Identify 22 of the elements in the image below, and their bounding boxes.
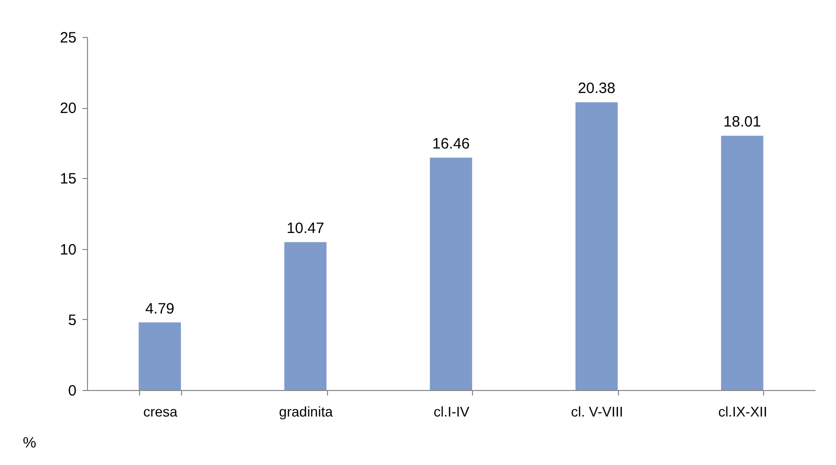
data-label: 20.38 (578, 80, 616, 98)
y-tick-label: 0 (68, 382, 76, 400)
x-tick-label: cl.I-IV (434, 404, 470, 420)
bar (575, 102, 618, 390)
y-tick-label: 10 (60, 241, 76, 258)
data-label: 18.01 (723, 114, 761, 131)
x-tick-label: cl. V-VIII (571, 404, 624, 420)
data-label: 4.79 (145, 300, 174, 318)
bar (721, 136, 764, 390)
data-label: 10.47 (286, 220, 324, 238)
bar (138, 322, 181, 390)
y-tick-label: 20 (60, 100, 76, 118)
x-tick-label: gradinita (279, 404, 333, 420)
data-label: 16.46 (432, 136, 470, 153)
y-tick-label: 25 (60, 30, 76, 46)
bar (430, 158, 472, 390)
bar (284, 242, 327, 390)
y-tick-label: 5 (68, 312, 76, 329)
y-axis-title: % (22, 434, 36, 452)
y-tick-label: 15 (60, 170, 76, 188)
x-tick-label: cl.IX-XII (718, 404, 768, 420)
x-tick-label: cresa (143, 404, 178, 420)
